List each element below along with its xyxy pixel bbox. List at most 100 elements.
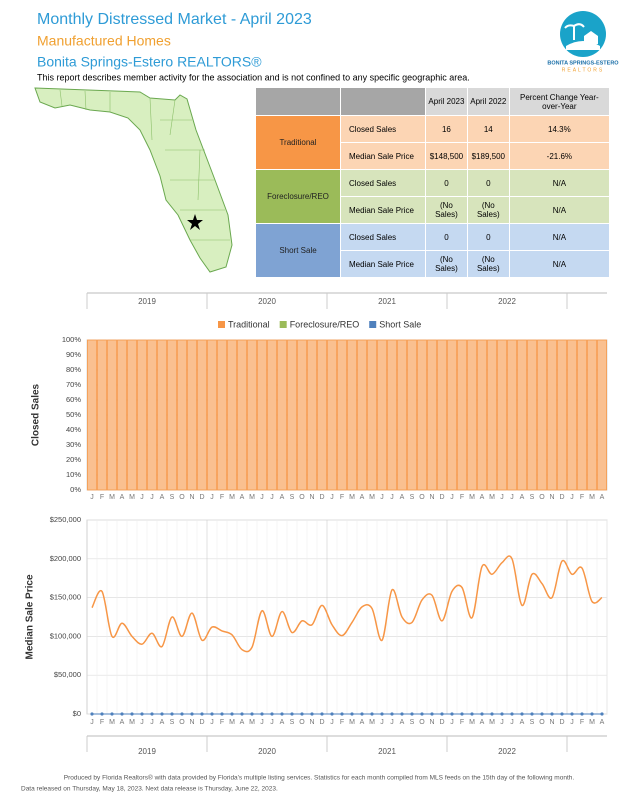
x-tick-label: A bbox=[600, 719, 605, 726]
x-tick-label: J bbox=[380, 719, 384, 726]
legend-label: Short Sale bbox=[379, 319, 421, 329]
x-tick-label: A bbox=[160, 719, 165, 726]
bar bbox=[307, 339, 317, 491]
logo: BONITA SPRINGS-ESTERO REALTORS bbox=[547, 11, 619, 73]
point bbox=[450, 712, 454, 716]
bar bbox=[557, 339, 567, 491]
bar bbox=[597, 339, 607, 491]
y-tick-label: 70% bbox=[66, 380, 81, 389]
x-tick-label: O bbox=[419, 719, 425, 726]
x-tick-label: J bbox=[140, 719, 144, 726]
x-tick-label: J bbox=[330, 719, 334, 726]
bar bbox=[467, 339, 477, 491]
x-tick-label: A bbox=[280, 719, 285, 726]
year-label: 2019 bbox=[138, 297, 156, 306]
x-tick-label: J bbox=[90, 719, 94, 726]
row-label: Closed Sales bbox=[340, 115, 426, 143]
x-tick-label: J bbox=[270, 494, 274, 501]
x-tick-label: O bbox=[299, 719, 305, 726]
x-tick-label: A bbox=[480, 719, 485, 726]
bar bbox=[117, 339, 127, 491]
group-cell: Traditional bbox=[255, 115, 341, 170]
bar bbox=[197, 339, 207, 491]
point bbox=[190, 712, 194, 716]
point bbox=[420, 712, 424, 716]
x-tick-label: F bbox=[340, 494, 344, 501]
bar bbox=[187, 339, 197, 491]
x-tick-label: F bbox=[100, 494, 104, 501]
bar bbox=[277, 339, 287, 491]
point bbox=[340, 712, 344, 716]
bar bbox=[297, 339, 307, 491]
cell: 16 bbox=[425, 115, 468, 143]
point bbox=[150, 712, 154, 716]
x-tick-label: A bbox=[160, 494, 165, 501]
x-tick-label: M bbox=[109, 494, 115, 501]
x-tick-label: J bbox=[150, 719, 154, 726]
bar bbox=[537, 339, 547, 491]
x-tick-label: J bbox=[450, 719, 454, 726]
y-tick-label: 80% bbox=[66, 365, 81, 374]
x-tick-label: M bbox=[129, 494, 135, 501]
legend-swatch bbox=[218, 321, 225, 328]
x-tick-label: M bbox=[589, 719, 595, 726]
bar bbox=[587, 339, 597, 491]
bar bbox=[327, 339, 337, 491]
point bbox=[360, 712, 364, 716]
table-row: Traditional Closed Sales 16 14 14.3% bbox=[255, 115, 611, 170]
x-tick-label: N bbox=[429, 719, 434, 726]
year-label: 2019 bbox=[138, 747, 156, 756]
x-tick-label: J bbox=[330, 494, 334, 501]
y-tick-label: 50% bbox=[66, 410, 81, 419]
bar bbox=[527, 339, 537, 491]
y-axis-label: Median Sale Price bbox=[25, 574, 36, 659]
point bbox=[350, 712, 354, 716]
legend-label: Foreclosure/REO bbox=[290, 319, 360, 329]
bar bbox=[507, 339, 517, 491]
point bbox=[250, 712, 254, 716]
x-tick-label: A bbox=[520, 719, 525, 726]
x-tick-label: J bbox=[210, 719, 214, 726]
map bbox=[34, 87, 233, 273]
x-tick-label: M bbox=[249, 719, 255, 726]
bar bbox=[257, 339, 267, 491]
point bbox=[330, 712, 334, 716]
point bbox=[270, 712, 274, 716]
x-tick-label: N bbox=[549, 494, 554, 501]
header-cell bbox=[340, 87, 426, 116]
group-cell: Foreclosure/REO bbox=[255, 169, 341, 224]
y-tick-label: 100% bbox=[62, 335, 82, 344]
y-tick-label: 90% bbox=[66, 350, 81, 359]
point bbox=[520, 712, 524, 716]
x-tick-label: A bbox=[120, 494, 125, 501]
bar bbox=[577, 339, 587, 491]
x-tick-label: A bbox=[280, 494, 285, 501]
point bbox=[440, 712, 444, 716]
point bbox=[570, 712, 574, 716]
x-tick-label: J bbox=[210, 494, 214, 501]
x-tick-label: J bbox=[510, 719, 514, 726]
series-line bbox=[91, 555, 603, 653]
x-tick-label: A bbox=[600, 494, 605, 501]
x-tick-label: S bbox=[290, 719, 295, 726]
x-tick-label: F bbox=[460, 494, 464, 501]
group-cell: Short Sale bbox=[255, 223, 341, 278]
bar bbox=[517, 339, 527, 491]
bar bbox=[457, 339, 467, 491]
bar bbox=[97, 339, 107, 491]
bar bbox=[477, 339, 487, 491]
x-tick-label: J bbox=[150, 494, 154, 501]
year-label: 2020 bbox=[258, 747, 276, 756]
x-tick-label: M bbox=[109, 719, 115, 726]
x-tick-label: J bbox=[450, 494, 454, 501]
x-tick-label: M bbox=[469, 494, 475, 501]
x-tick-label: A bbox=[240, 719, 245, 726]
point bbox=[540, 712, 544, 716]
bar bbox=[267, 339, 277, 491]
row-label: Median Sale Price bbox=[340, 250, 426, 278]
point bbox=[370, 712, 374, 716]
x-tick-label: F bbox=[220, 719, 224, 726]
x-tick-label: M bbox=[229, 494, 235, 501]
cell: N/A bbox=[508, 250, 611, 278]
y-tick-label: $50,000 bbox=[54, 670, 81, 679]
